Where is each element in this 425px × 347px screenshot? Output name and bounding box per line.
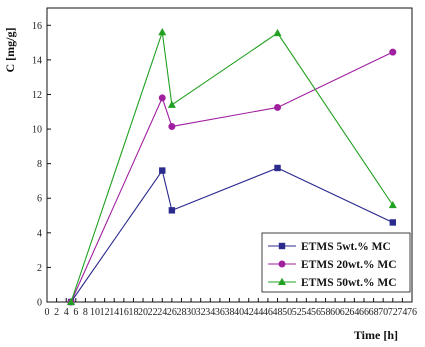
x-tick-label: 40 — [234, 307, 244, 318]
series-layer — [67, 28, 397, 306]
data-point — [67, 297, 76, 305]
x-tick-label: 66 — [359, 307, 369, 318]
y-tick-label: 12 — [32, 90, 42, 101]
data-point — [168, 207, 176, 214]
x-tick-label: 42 — [244, 307, 254, 318]
data-point — [159, 167, 166, 174]
x-tick-label: 0 — [45, 307, 50, 318]
x-tick-label: 12 — [100, 307, 110, 318]
x-tick-label: 64 — [349, 307, 359, 318]
x-tick-label: 4 — [64, 307, 69, 318]
x-tick-label: 14 — [109, 307, 119, 318]
y-tick-label: 2 — [37, 263, 42, 274]
y-axis: 0 2 4 6 8 10 12 14 16 — [32, 21, 51, 309]
y-tick-label: 10 — [32, 125, 42, 136]
legend-marker — [278, 277, 286, 285]
legend-marker — [278, 242, 286, 250]
legend-entry: ETMS 50wt.% MC — [268, 277, 397, 289]
x-tick-label: 20 — [138, 307, 148, 318]
x-tick-label: 62 — [340, 307, 350, 318]
y-tick-label: 4 — [37, 228, 42, 239]
x-tick-label: 32 — [196, 307, 206, 318]
x-tick-label: 72 — [388, 307, 398, 318]
x-tick-label: 22 — [148, 307, 158, 318]
series-3 — [67, 28, 397, 305]
legend-label: ETMS 50wt.% MC — [301, 277, 397, 289]
x-tick-label: 70 — [378, 307, 388, 318]
data-point — [388, 200, 397, 209]
data-point — [274, 164, 281, 172]
x-tick-label: 34 — [205, 307, 215, 318]
x-tick-label: 52 — [292, 307, 302, 318]
y-tick-label: 6 — [37, 194, 42, 205]
legend-label: ETMS 5wt.% MC — [301, 241, 391, 253]
legend-entry: ETMS 20wt.% MC — [268, 259, 397, 271]
x-axis-title: Time [h] — [354, 328, 398, 342]
data-point — [168, 122, 176, 130]
x-tick-label: 24 — [157, 307, 167, 318]
y-tick-label: 8 — [37, 159, 42, 170]
x-tick-label: 76 — [407, 307, 417, 318]
legend: ETMS 5wt.% MC ETMS 20wt.% MC ETMS 50wt.% M… — [261, 232, 411, 293]
y-tick-label: 16 — [32, 21, 42, 32]
x-tick-label: 30 — [186, 307, 196, 318]
data-point — [167, 100, 176, 108]
x-tick-label: 56 — [311, 307, 321, 318]
y-tick-label: 14 — [32, 55, 42, 66]
y-axis-title: C [mg/g] — [3, 28, 17, 73]
x-tick-label: 58 — [321, 307, 331, 318]
legend-label: ETMS 20wt.% MC — [301, 259, 397, 271]
x-tick-label: 10 — [90, 307, 100, 318]
x-tick-label: 8 — [83, 307, 88, 318]
x-tick-label: 2 — [54, 307, 59, 318]
data-point — [158, 94, 166, 102]
data-point — [389, 48, 397, 56]
x-tick-label: 44 — [253, 307, 263, 318]
series-2 — [67, 48, 397, 306]
legend-entry: ETMS 5wt.% MC — [268, 241, 391, 253]
x-axis: 0 2 4 6 8 10 12 14 16 18 20 22 24 26 28 30 32 34 36 38 40 42 4… — [45, 298, 417, 318]
x-tick-label: 46 — [263, 307, 273, 318]
x-tick-label: 36 — [215, 307, 225, 318]
x-tick-label: 28 — [176, 307, 186, 318]
x-tick-label: 50 — [282, 307, 292, 318]
x-tick-label: 18 — [128, 307, 138, 318]
y-tick-label: 0 — [37, 298, 42, 309]
x-tick-label: 74 — [397, 307, 407, 318]
x-tick-label: 16 — [119, 307, 129, 318]
data-point — [273, 28, 282, 37]
x-tick-label: 38 — [225, 307, 235, 318]
legend-marker — [278, 260, 286, 268]
x-tick-label: 54 — [301, 307, 311, 318]
x-tick-label: 6 — [73, 307, 78, 318]
x-tick-label: 60 — [330, 307, 340, 318]
x-tick-label: 48 — [273, 307, 283, 318]
data-point — [274, 103, 282, 111]
data-point — [389, 219, 396, 226]
x-tick-label: 68 — [369, 307, 379, 318]
x-tick-label: 26 — [167, 307, 177, 318]
data-point — [158, 28, 167, 36]
